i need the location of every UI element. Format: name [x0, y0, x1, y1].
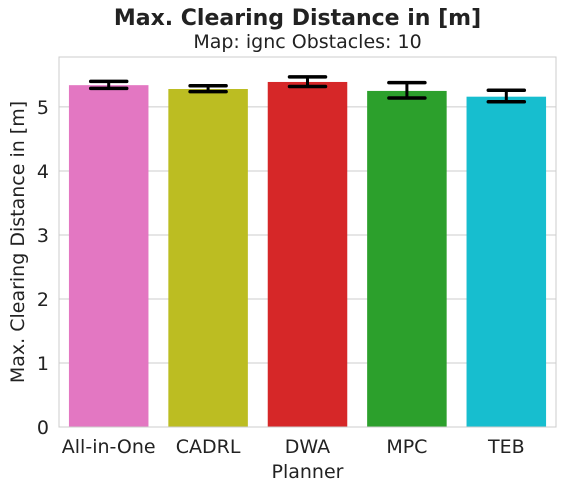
y-tick-label: 3 — [37, 225, 49, 247]
chart-title: Max. Clearing Distance in [m] — [113, 6, 482, 31]
y-tick-label: 4 — [37, 161, 49, 183]
y-tick-label: 5 — [37, 97, 49, 119]
x-tick-label: TEB — [487, 436, 525, 458]
y-tick-label: 0 — [37, 417, 49, 439]
y-tick-label: 2 — [37, 289, 49, 311]
bar-layer — [68, 81, 547, 428]
bar-cadrl — [168, 89, 248, 427]
bar-mpc — [367, 90, 447, 427]
x-tick-label: CADRL — [176, 436, 241, 458]
x-tick-label: All-in-One — [62, 436, 156, 458]
bar-dwa — [267, 81, 348, 428]
x-tick-label: MPC — [386, 436, 427, 458]
plot-frame — [58, 56, 557, 428]
x-tick-labels: All-in-One CADRL DWA MPC TEB — [62, 436, 525, 458]
bar-all-in-one — [68, 85, 149, 428]
x-tick-label: DWA — [285, 436, 330, 458]
y-tick-labels: 0 1 2 3 4 5 — [37, 97, 49, 439]
error-bar-layer — [88, 75, 527, 104]
bar-teb — [466, 96, 547, 427]
chart-subtitle: Map: ignc Obstacles: 10 — [193, 31, 422, 53]
x-axis-label: Planner — [272, 461, 344, 483]
y-axis-label: Max. Clearing Distance in [m] — [7, 101, 29, 383]
y-tick-label: 1 — [37, 353, 49, 375]
